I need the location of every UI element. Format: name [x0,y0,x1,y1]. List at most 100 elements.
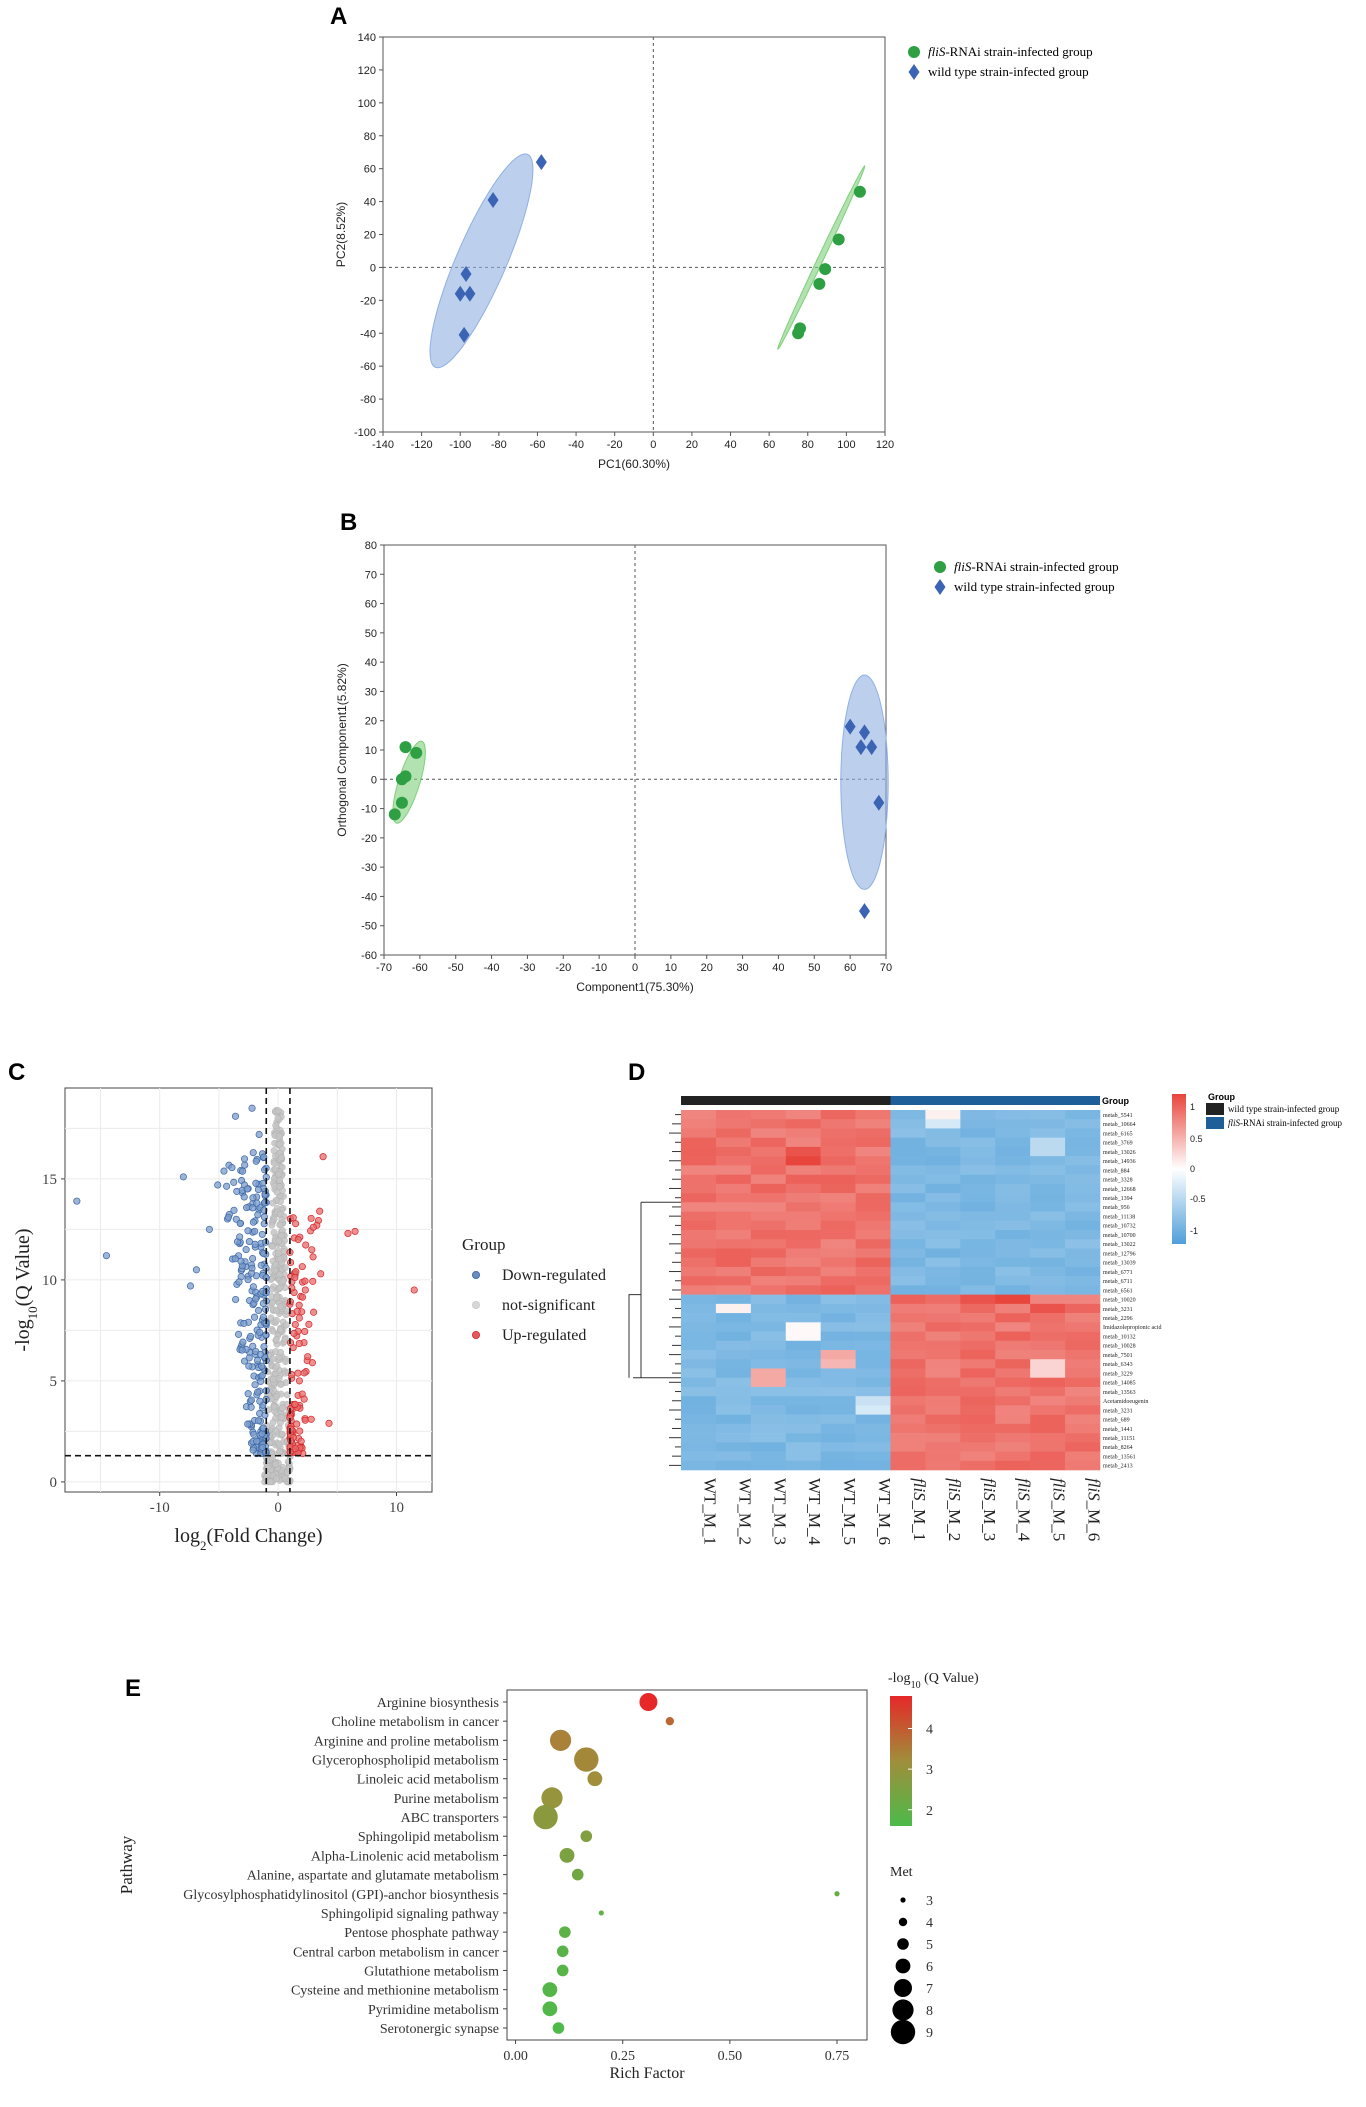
x-tick-label: -60 [412,962,428,974]
heatmap-cell [925,1220,961,1231]
row-label: metab_13563 [1103,1390,1136,1396]
heatmap-cell [855,1110,891,1120]
heatmap-cell [995,1322,1031,1332]
heatmap-cell [750,1211,787,1222]
pathway-label: Linoleic acid metabolism [357,1773,499,1788]
heatmap-cell [855,1146,891,1157]
heatmap-cell [715,1137,752,1148]
heatmap-cell [855,1202,891,1212]
column-label: fliS_M_5 [1050,1478,1069,1541]
heatmap-cell [960,1211,996,1222]
heatmap-cell [960,1276,996,1286]
heatmap-cell [750,1174,787,1185]
down-regulated-point [245,1238,253,1246]
panel-a-pca-plot: -140 -120 -100 -80 -60 -40 -20 0 20 40 60 80 100 120 -… [334,32,1093,471]
y-tick-label: 80 [364,131,376,143]
heatmap-cell [750,1137,787,1148]
pathway-label: Arginine biosynthesis [377,1696,499,1711]
size-legend-bubble [898,1917,908,1927]
heatmap-cell [715,1322,752,1332]
heatmap-cell [681,1276,717,1286]
not-significant-point [282,1358,289,1366]
y-axis-label: PC2(8.52%) [334,202,348,267]
heatmap-cell [715,1239,752,1249]
x-tick-label: 10 [665,962,677,974]
heatmap-cell [960,1239,996,1249]
heatmap-cell [925,1340,961,1351]
down-regulated-point [253,1437,261,1445]
row-label: Imidazolepropionic acid [1103,1325,1161,1331]
heatmap-cell [785,1137,821,1148]
heatmap-legend-label: wild type strain-infected group [1228,1104,1340,1114]
heatmap-cell [960,1294,996,1305]
row-label: metab_10700 [1103,1233,1136,1239]
heatmap-cell [715,1368,752,1378]
heatmap-cell [995,1433,1031,1443]
heatmap-cell [890,1146,926,1157]
heatmap-cell [855,1257,891,1268]
data-point-circle [388,808,401,821]
heatmap-cell [1065,1211,1101,1222]
heatmap-cell [890,1405,926,1415]
y-tick-label: -50 [361,921,377,933]
pathway-label: Glutathione metabolism [364,1964,499,1979]
heatmap-cell [960,1146,996,1157]
y-tick-label: 10 [42,1273,57,1289]
heatmap-cell [995,1165,1031,1175]
heatmap-cell [785,1460,821,1471]
heatmap-cell [890,1156,926,1166]
heatmap-cell [820,1202,856,1212]
heatmap-cell [750,1183,787,1194]
column-label: WT_M_6 [875,1478,894,1545]
heatmap-legend-label: fliS-RNAi strain-infected group [1228,1118,1342,1128]
pathway-label: Arginine and proline metabolism [314,1734,499,1749]
heatmap-cell [681,1405,717,1415]
not-significant-point [277,1414,285,1421]
panel-b-oplsda-plot: -70 -60 -50 -40 -30 -20 -10 0 10 20 30 40 50 60 70-60-… [335,540,1119,994]
heatmap-cell [785,1165,821,1175]
heatmap-cell [855,1211,891,1222]
data-point-diamond [844,718,856,735]
row-label: metab_11138 [1103,1214,1135,1220]
down-regulated-point [258,1443,266,1451]
not-significant-point [270,1147,278,1155]
data-point-diamond [855,739,867,756]
heatmap-cell [1065,1165,1101,1175]
heatmap-cell [855,1248,891,1258]
not-significant-point [272,1460,280,1468]
heatmap-cell [820,1350,856,1360]
x-tick-label: -50 [448,962,464,974]
row-label: metab_10132 [1103,1334,1136,1340]
heatmap-cell [750,1303,787,1314]
heatmap-cell [715,1193,752,1203]
heatmap-cell [820,1322,856,1332]
column-label: WT_M_4 [805,1478,824,1546]
row-label: metab_10028 [1103,1344,1136,1350]
not-significant-point [270,1229,278,1236]
pathway-bubble [542,2001,558,2017]
y-tick-label: -40 [360,328,376,340]
up-regulated-point [295,1340,303,1348]
heatmap-cell [750,1451,787,1462]
up-regulated-point [297,1437,305,1445]
heatmap-cell [995,1174,1031,1185]
plot-frame [506,1689,868,2041]
row-label: metab_689 [1103,1418,1130,1424]
heatmap-cell [715,1146,752,1157]
up-regulated-point [309,1253,317,1261]
not-significant-point [268,1221,276,1229]
heatmap-cell [925,1405,961,1415]
heatmap-cell [1065,1119,1101,1129]
down-regulated-point [240,1319,248,1327]
not-significant-point [275,1170,283,1178]
heatmap-cell [1065,1193,1101,1203]
not-significant-point [276,1448,284,1456]
row-label: metab_884 [1103,1168,1130,1174]
heatmap-cell [890,1350,926,1360]
heatmap-cell [925,1119,961,1129]
x-tick-label: -80 [491,439,507,451]
heatmap-cell [855,1303,891,1314]
heatmap-cell [890,1386,926,1397]
down-regulated-point [244,1227,252,1235]
heatmap-cell [681,1165,717,1175]
